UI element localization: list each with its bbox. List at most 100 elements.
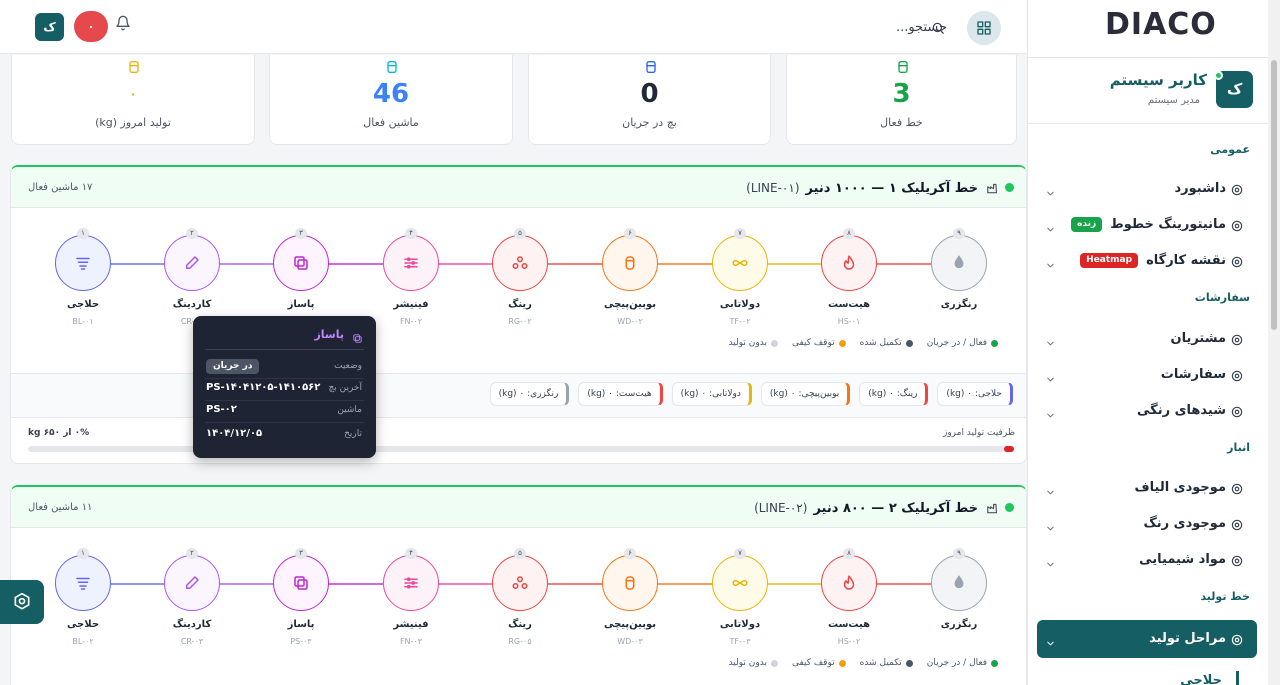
nav-icon xyxy=(1230,254,1244,268)
avatar-button[interactable]: ک xyxy=(35,13,64,41)
stage-code: RG-۰۵ xyxy=(508,637,532,646)
icon-graphic xyxy=(954,575,964,589)
notification-count[interactable]: ۰ xyxy=(74,11,108,42)
tooltip-row-label: آخرین بچ xyxy=(328,383,362,393)
stage-node[interactable] xyxy=(821,235,877,291)
nav-item[interactable]: شیدهای رنگی xyxy=(1136,403,1226,418)
nav-item[interactable]: مواد شیمیایی xyxy=(1139,552,1226,567)
stage-node[interactable] xyxy=(273,235,329,291)
user-role: مدیر سیستم xyxy=(1147,95,1200,106)
stage-node[interactable] xyxy=(164,235,220,291)
stage-icon xyxy=(731,574,749,592)
stage-name: حلاجی xyxy=(66,619,100,630)
stage-node[interactable] xyxy=(821,555,877,611)
stage-code: RG-۰۲ xyxy=(508,317,532,326)
nav-icon xyxy=(1230,632,1244,646)
connector xyxy=(520,263,630,265)
stage-icon xyxy=(621,574,639,592)
status-dot xyxy=(1005,183,1014,192)
nav-item[interactable]: موجودی الیاف xyxy=(1134,480,1226,495)
tooltip-row-divider xyxy=(205,378,364,379)
icon-graphic xyxy=(1231,634,1243,646)
section-title: خط تولید xyxy=(1200,590,1250,603)
stage-name: کاردینگ xyxy=(172,299,212,310)
nav-item-active[interactable] xyxy=(1037,620,1257,658)
icon-graphic xyxy=(76,257,90,270)
production-chip: هیت‌ست: ۰ (kg) xyxy=(578,382,663,406)
stat-label: خط فعال xyxy=(880,116,923,129)
stage-number: ۴ xyxy=(405,228,417,239)
stage-node[interactable] xyxy=(55,555,111,611)
tooltip-row-value: PS-۰۲ xyxy=(206,404,237,415)
connector xyxy=(520,583,630,585)
stage-node[interactable] xyxy=(383,555,439,611)
connector xyxy=(192,583,301,585)
icon-graphic xyxy=(1231,555,1243,567)
nav-icon xyxy=(1230,332,1244,346)
legend-label: فعال / در جریان xyxy=(926,658,987,668)
icon-graphic xyxy=(353,334,362,343)
icon-graphic xyxy=(1231,184,1243,196)
chevron-icon xyxy=(1045,370,1056,382)
settings-fab[interactable] xyxy=(0,580,44,624)
fab-icon xyxy=(12,592,32,612)
nav-item[interactable]: مانیتورینگ خطوط xyxy=(1110,217,1226,232)
stage-node[interactable] xyxy=(712,555,768,611)
tooltip: پاساز وضعیت در جریان آخرین بچ PS-۱۴۰۴۱۲۰۵-۱۴… xyxy=(193,316,376,458)
legend-label: بدون تولید xyxy=(728,338,767,348)
stage-node[interactable] xyxy=(602,555,658,611)
stat-label: بچ در جریان xyxy=(622,116,677,129)
nav-badge: Heatmap xyxy=(1080,253,1139,268)
stage-name: هیت‌ست xyxy=(827,299,871,310)
legend: فعال / در جریان تکمیل شده توقف کیفی بدون تو… xyxy=(729,338,998,348)
nav-item[interactable]: داشبورد xyxy=(1174,181,1226,196)
nav-item[interactable]: موجودی رنگ xyxy=(1143,516,1226,531)
panel-header xyxy=(11,487,1026,528)
icon-graphic xyxy=(987,183,998,194)
stage-node[interactable] xyxy=(712,235,768,291)
stage-node[interactable] xyxy=(931,235,987,291)
production-chip: رینگ: ۰ (kg) xyxy=(859,382,929,406)
stage-icon xyxy=(402,574,420,592)
icon-graphic xyxy=(625,576,635,590)
stage-icon xyxy=(74,254,92,272)
nav-item[interactable]: مراحل تولید xyxy=(1149,631,1226,646)
stage-code: PS-۰۳ xyxy=(290,637,312,646)
icon-graphic xyxy=(843,575,855,590)
apps-button[interactable] xyxy=(967,11,1001,45)
stage-node[interactable] xyxy=(273,555,329,611)
icon-graphic xyxy=(116,15,130,31)
line-panel: خط آکریلیک ۱ — ۱۰۰۰ دنیر (LINE-۰۱) ۱۷ ماشی… xyxy=(10,165,1027,464)
stage-name: رینگ xyxy=(508,619,532,630)
nav-item[interactable]: نقشه کارگاه xyxy=(1146,253,1226,268)
stage-node[interactable] xyxy=(931,555,987,611)
stage-node[interactable] xyxy=(492,235,548,291)
connector xyxy=(83,583,192,585)
icon-graphic xyxy=(1047,377,1054,382)
stage-code: FN-۰۳ xyxy=(399,637,423,646)
search-icon xyxy=(931,20,945,34)
nav-item[interactable]: مشتریان xyxy=(1170,331,1226,346)
stage-number: ۲ xyxy=(186,548,198,559)
stage-icon xyxy=(950,254,968,272)
stage-node[interactable] xyxy=(492,555,548,611)
stage-node[interactable] xyxy=(602,235,658,291)
icon-graphic xyxy=(1231,370,1243,382)
nav-item[interactable]: سفارشات xyxy=(1160,367,1226,382)
tooltip-row-value: PS-۱۴۰۴۱۲۰۵-۱۴۱۰۵۶۲ xyxy=(206,382,321,393)
stage-node[interactable] xyxy=(164,555,220,611)
stat-value: 46 xyxy=(372,79,410,109)
icon-graphic xyxy=(404,577,418,589)
stage-name: پاساز xyxy=(287,299,315,310)
icon-graphic xyxy=(1231,483,1243,495)
stage-node[interactable] xyxy=(383,235,439,291)
section-title: سفارشات xyxy=(1194,291,1250,304)
icon-graphic xyxy=(732,580,748,586)
tooltip-row-label: وضعیت xyxy=(334,361,362,371)
connector xyxy=(411,583,520,585)
stage-code: HS-۰۱ xyxy=(837,317,861,326)
stage-node[interactable] xyxy=(55,235,111,291)
icon-graphic xyxy=(1231,406,1243,418)
sub-item[interactable]: حلاجی xyxy=(1180,673,1222,685)
icon-graphic xyxy=(1047,490,1054,495)
